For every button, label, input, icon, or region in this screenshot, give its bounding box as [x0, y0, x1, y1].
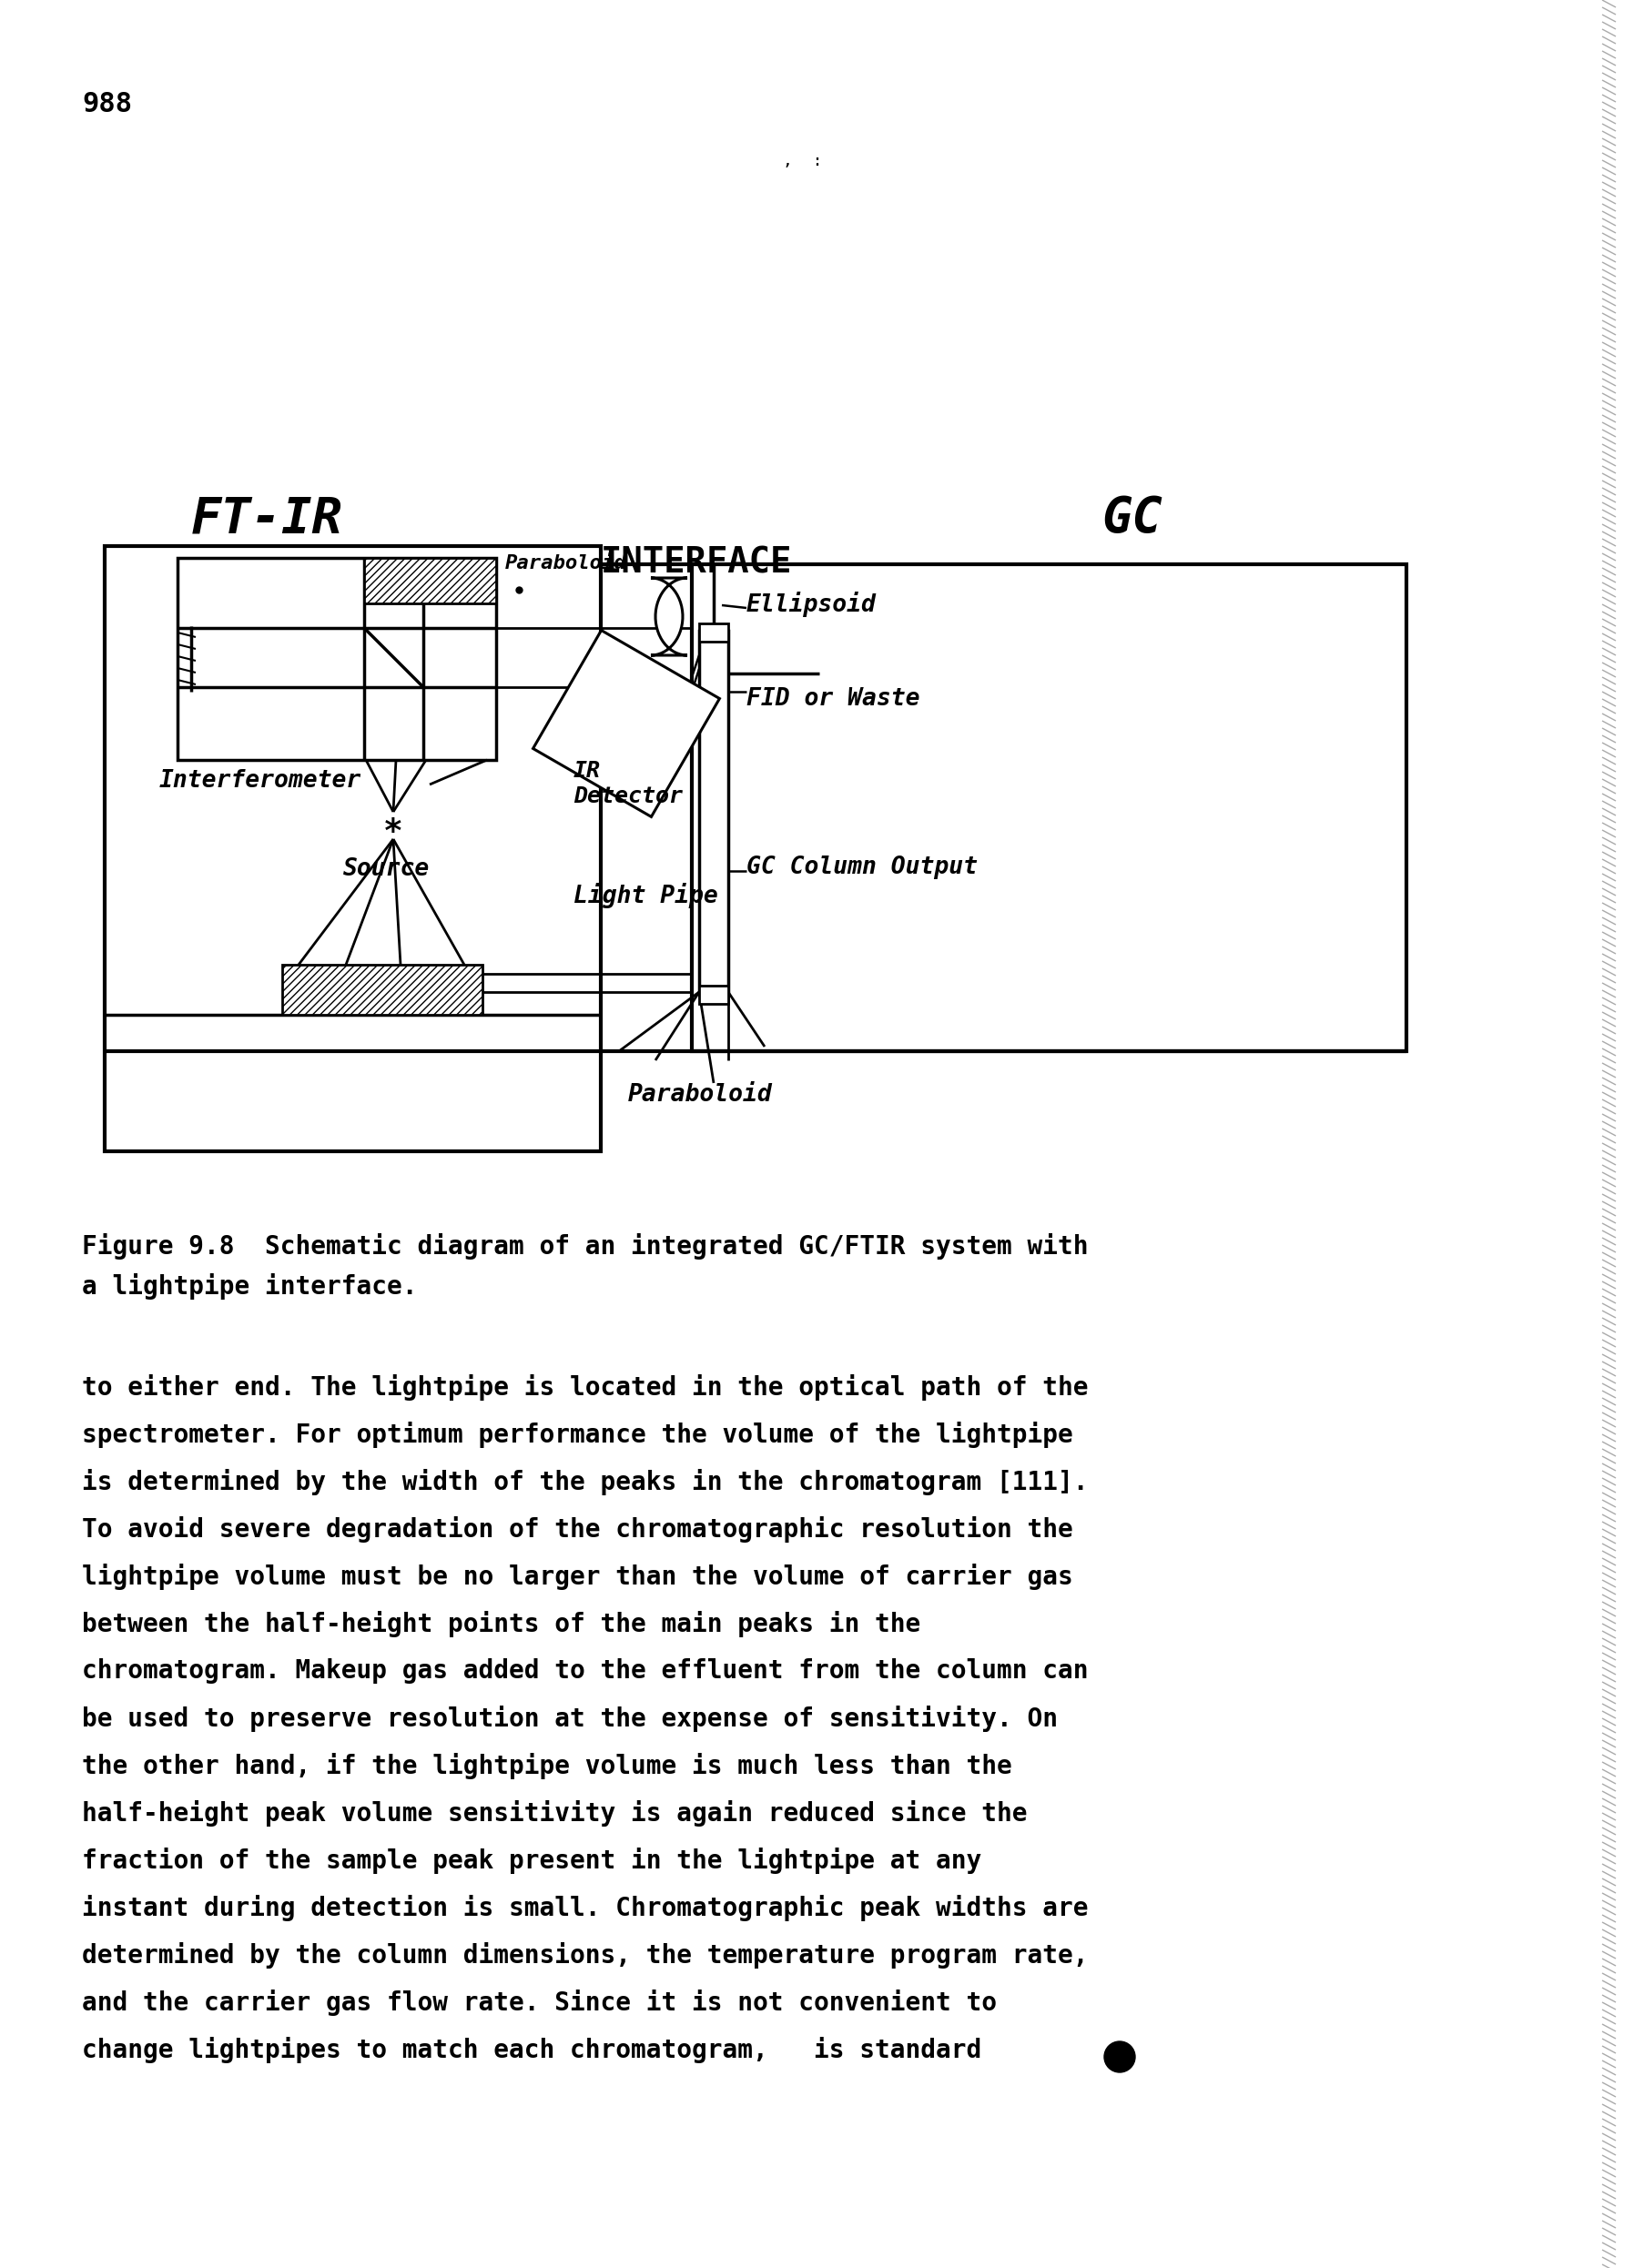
Text: FID or Waste: FID or Waste: [747, 687, 920, 710]
Bar: [178, 558, 497, 760]
Bar: [691, 565, 1407, 1050]
Text: Paraboloid: Paraboloid: [505, 553, 627, 572]
Bar: [283, 964, 482, 1014]
Text: chromatogram. Makeup gas added to the effluent from the column can: chromatogram. Makeup gas added to the ef…: [82, 1658, 1088, 1683]
Text: Figure 9.8  Schematic diagram of an integrated GC/FTIR system with: Figure 9.8 Schematic diagram of an integ…: [82, 1234, 1088, 1259]
Bar: [699, 631, 729, 991]
Text: IR
Detector: IR Detector: [574, 760, 683, 807]
Text: *: *: [384, 816, 404, 848]
Bar: [105, 547, 601, 1152]
Polygon shape: [650, 578, 688, 655]
Text: Ellipsoid: Ellipsoid: [747, 592, 876, 617]
Text: Paraboloid: Paraboloid: [627, 1084, 773, 1107]
Text: FT-IR: FT-IR: [191, 494, 343, 542]
Text: INTERFACE: INTERFACE: [601, 547, 792, 581]
Text: To avoid severe degradation of the chromatographic resolution the: To avoid severe degradation of the chrom…: [82, 1517, 1074, 1542]
Text: a lightpipe interface.: a lightpipe interface.: [82, 1272, 417, 1300]
Bar: [699, 624, 729, 642]
Text: be used to preserve resolution at the expense of sensitivity. On: be used to preserve resolution at the ex…: [82, 1706, 1057, 1733]
Text: change lightpipes to match each chromatogram,   is standard: change lightpipes to match each chromato…: [82, 2037, 982, 2064]
Text: lightpipe volume must be no larger than the volume of carrier gas: lightpipe volume must be no larger than …: [82, 1563, 1074, 1590]
Text: 988: 988: [82, 91, 132, 118]
Text: the other hand, if the lightpipe volume is much less than the: the other hand, if the lightpipe volume …: [82, 1753, 1011, 1780]
Text: fraction of the sample peak present in the lightpipe at any: fraction of the sample peak present in t…: [82, 1848, 982, 1873]
Polygon shape: [533, 631, 719, 816]
Text: and the carrier gas flow rate. Since it is not convenient to: and the carrier gas flow rate. Since it …: [82, 1989, 997, 2016]
Text: to either end. The lightpipe is located in the optical path of the: to either end. The lightpipe is located …: [82, 1374, 1088, 1402]
Text: Interferometer: Interferometer: [158, 769, 361, 794]
Text: Source: Source: [343, 857, 430, 880]
Text: Light Pipe: Light Pipe: [574, 882, 717, 907]
Text: determined by the column dimensions, the temperature program rate,: determined by the column dimensions, the…: [82, 1941, 1088, 1969]
Text: GC Column Output: GC Column Output: [747, 855, 977, 880]
Text: between the half-height points of the main peaks in the: between the half-height points of the ma…: [82, 1610, 920, 1637]
Circle shape: [1105, 2041, 1136, 2073]
Bar: [699, 987, 729, 1005]
Text: is determined by the width of the peaks in the chromatogram [111].: is determined by the width of the peaks …: [82, 1470, 1088, 1495]
Text: ,  :: , :: [783, 152, 822, 170]
Text: GC: GC: [1101, 494, 1162, 542]
Text: spectrometer. For optimum performance the volume of the lightpipe: spectrometer. For optimum performance th…: [82, 1422, 1074, 1447]
Text: instant during detection is small. Chromatographic peak widths are: instant during detection is small. Chrom…: [82, 1894, 1088, 1921]
Text: half-height peak volume sensitivity is again reduced since the: half-height peak volume sensitivity is a…: [82, 1801, 1028, 1826]
Bar: [364, 558, 497, 603]
